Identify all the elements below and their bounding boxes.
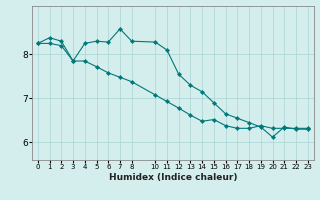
X-axis label: Humidex (Indice chaleur): Humidex (Indice chaleur) <box>108 173 237 182</box>
